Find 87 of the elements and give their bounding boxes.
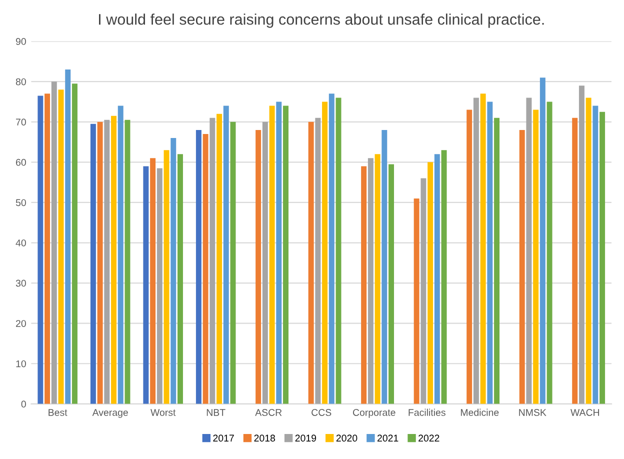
- bar: [546, 102, 552, 404]
- x-tick-label: CCS: [312, 409, 332, 416]
- legend-label: 2019: [295, 434, 316, 442]
- bar: [533, 110, 539, 404]
- bar: [414, 198, 420, 404]
- bar: [466, 110, 472, 404]
- x-tick-label: NBT: [206, 409, 226, 416]
- bar: [97, 122, 103, 404]
- chart-title: I would feel secure raising concerns about unsafe clinical practice.: [99, 14, 544, 28]
- x-tick-label: Corporate: [352, 409, 396, 418]
- y-tick-label: 60: [16, 158, 26, 166]
- x-tick-label: Facilities: [408, 408, 446, 416]
- legend-label: 2018: [254, 434, 276, 442]
- bar: [487, 102, 493, 404]
- bar: [58, 90, 64, 404]
- y-tick-label: 30: [16, 280, 26, 287]
- bar: [150, 158, 156, 404]
- y-tick-label: 10: [16, 360, 26, 368]
- bar: [216, 114, 222, 404]
- x-tick-label: Worst: [150, 409, 176, 416]
- bar: [38, 96, 44, 404]
- bar: [322, 102, 328, 404]
- bar: [578, 86, 584, 404]
- legend-label: 2020: [336, 434, 358, 442]
- bar: [382, 130, 388, 404]
- bar: [44, 94, 50, 404]
- bar: [170, 138, 176, 404]
- y-tick-label: 80: [16, 78, 26, 86]
- bar: [368, 158, 374, 404]
- bar: [283, 106, 288, 404]
- bar: [196, 130, 202, 404]
- y-tick-label: 70: [16, 118, 26, 126]
- bar: [361, 166, 367, 404]
- bar: [118, 106, 124, 404]
- y-tick-label: 90: [16, 38, 26, 45]
- bar: [592, 106, 598, 404]
- bar: [65, 70, 71, 404]
- x-tick-label: Best: [48, 409, 68, 416]
- bar: [388, 164, 394, 404]
- x-tick-label: NMSK: [519, 409, 546, 416]
- x-tick-label: Medicine: [460, 408, 499, 416]
- bar: [230, 122, 236, 404]
- bar: [428, 162, 434, 404]
- bar: [164, 150, 170, 404]
- bar: [72, 84, 78, 404]
- bar: [526, 98, 532, 404]
- bar: [494, 118, 500, 404]
- legend-label: 2021: [378, 434, 398, 442]
- bar: [269, 106, 275, 404]
- bar: [572, 118, 578, 404]
- bar: [143, 166, 149, 404]
- bar: [434, 154, 440, 404]
- y-tick-label: 0: [21, 400, 26, 408]
- bar: [420, 178, 426, 404]
- bar: [111, 116, 117, 404]
- bar: [104, 120, 110, 404]
- bar: [540, 78, 546, 404]
- bar: [90, 124, 96, 404]
- bar: [480, 94, 486, 404]
- legend-label: 2017: [213, 434, 234, 442]
- bar: [374, 154, 380, 404]
- bar: [124, 120, 130, 404]
- bar: [276, 102, 282, 404]
- bar: [600, 112, 606, 404]
- bar: [262, 122, 268, 404]
- bar: [519, 130, 525, 404]
- x-tick-label: WACH: [570, 409, 600, 416]
- x-tick-label: ASCR: [255, 409, 282, 416]
- y-tick-label: 40: [16, 239, 26, 246]
- x-tick-label: Average: [92, 409, 128, 418]
- legend-label: 2022: [418, 434, 440, 442]
- bar: [473, 98, 479, 404]
- bar: [308, 122, 314, 404]
- bar: [177, 154, 183, 404]
- bar: [156, 168, 162, 404]
- bar: [315, 118, 321, 404]
- bar: [256, 130, 262, 404]
- bar: [441, 150, 447, 404]
- bar: [328, 94, 334, 404]
- bar: [586, 98, 592, 404]
- y-tick-label: 50: [16, 199, 26, 206]
- bar: [223, 106, 229, 404]
- bar: [336, 98, 342, 404]
- bar: [51, 82, 57, 404]
- bar: [202, 134, 208, 404]
- y-tick-label: 20: [16, 320, 26, 327]
- bar: [210, 118, 216, 404]
